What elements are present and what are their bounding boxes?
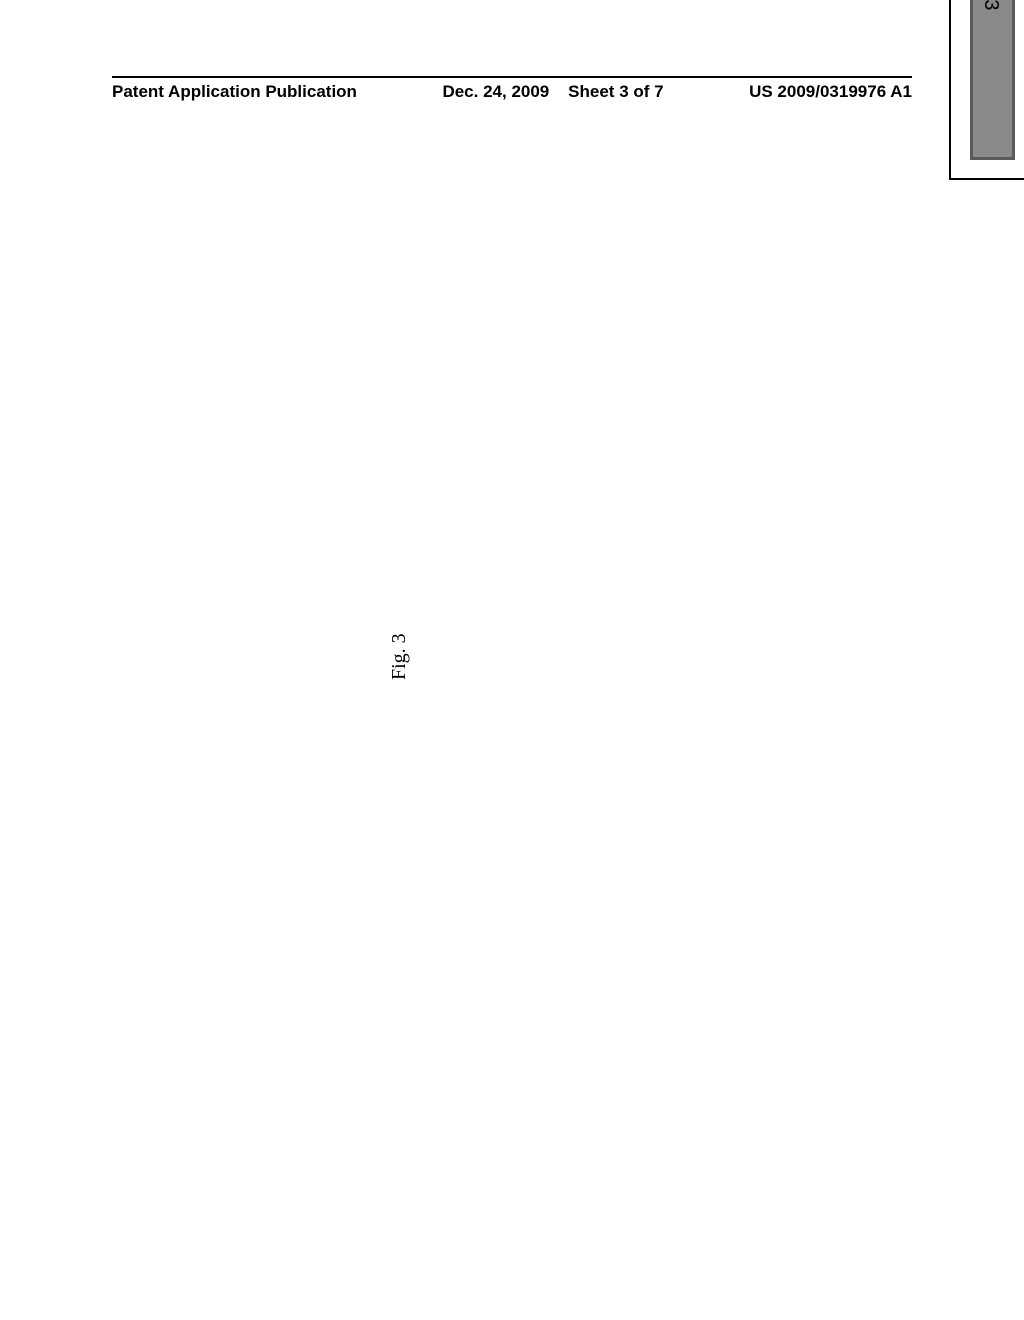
header-date: Dec. 24, 2009	[442, 82, 549, 101]
figure-label: Fig. 3	[388, 633, 411, 680]
figure-3-diagram: Designer A 303a 303b TOP_CELL B1_TOP* B1…	[624, 0, 884, 180]
header-left: Patent Application Publication	[112, 82, 357, 102]
panel-b: TOP_CELL B1_TOP B1_TOP B2_TOP* B3	[949, 0, 1024, 180]
block-b-b3: B3	[970, 0, 1015, 160]
block-b-b3-label: B3	[979, 0, 1002, 10]
